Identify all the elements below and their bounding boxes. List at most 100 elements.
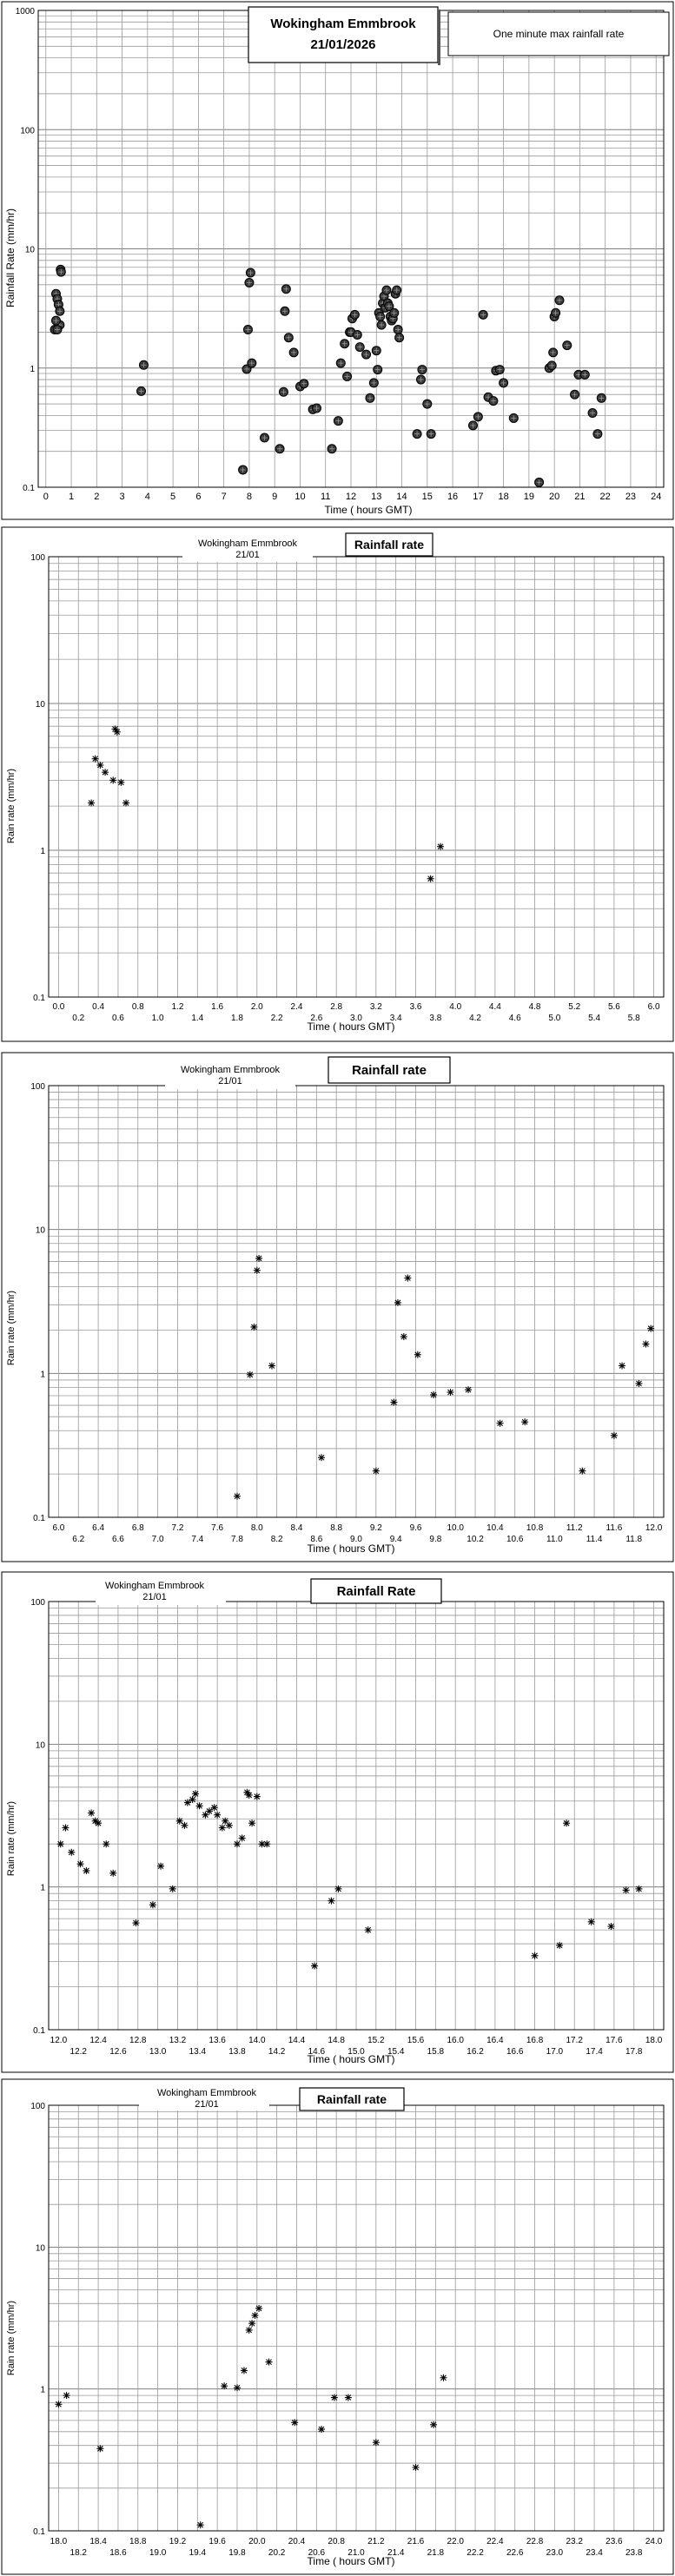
tick-labels: 0.111010012.012.212.412.612.813.013.213.…	[30, 1598, 662, 2057]
x-tick-label: 23.2	[566, 2537, 583, 2546]
x-tick-label: 10.2	[467, 1535, 484, 1544]
x-tick-label: 20	[549, 492, 559, 502]
x-tick-label: 12.8	[129, 2036, 147, 2045]
date-title: 21/01	[235, 550, 260, 560]
data-point	[96, 762, 104, 769]
data-point	[371, 346, 381, 356]
x-tick-label: 19.8	[228, 2548, 246, 2558]
x-axis-label: Time ( hours GMT)	[308, 1542, 395, 1555]
x-tick-label: 20.6	[308, 2548, 326, 2558]
x-tick-label: 14.8	[328, 2036, 345, 2045]
data-point	[91, 755, 99, 763]
data-point	[534, 477, 545, 487]
x-tick-label: 8.0	[251, 1523, 263, 1533]
chart-frame	[1, 1052, 674, 1562]
x-tick-label: 6	[195, 492, 201, 502]
x-tick-label: 21	[574, 492, 585, 502]
x-tick-label: 8.2	[271, 1535, 283, 1544]
data-point	[447, 1388, 454, 1396]
rainfall-chart-00-06: 0.1 1 10 100 0.0 0.2 0.4 0.6 0.8 1.0 1.2 1.4 1.6 1.8 2…	[1, 526, 674, 1042]
data-point	[214, 1811, 222, 1819]
x-tick-label: 12	[346, 492, 356, 502]
data-point	[242, 325, 253, 335]
badge-box	[299, 2087, 405, 2111]
x-tick-label: 22.6	[506, 2548, 524, 2558]
data-point	[149, 1901, 156, 1909]
y-tick-label: 100	[30, 1598, 45, 1608]
station-title: Wokingham Emmbrook	[198, 538, 298, 549]
x-tick-label: 21.8	[427, 2548, 445, 2558]
data-point	[88, 799, 96, 807]
data-point	[372, 1467, 380, 1475]
x-tick-label: 21.4	[387, 2548, 405, 2558]
y-tick-label: 1	[40, 1884, 45, 1893]
data-point	[340, 339, 350, 349]
data-point	[587, 1918, 595, 1925]
data-point	[311, 403, 321, 413]
x-tick-label: 1.8	[231, 1014, 243, 1023]
data-points	[56, 1788, 643, 1970]
data-point	[242, 364, 252, 374]
data-point	[238, 465, 248, 475]
data-point	[245, 1791, 253, 1799]
data-point	[96, 2445, 104, 2453]
data-point	[288, 347, 299, 358]
station-title: Wokingham Emmbrook	[157, 2088, 257, 2098]
data-point	[109, 776, 117, 784]
data-point	[318, 1454, 326, 1462]
x-tick-label: 3.8	[429, 1014, 441, 1023]
data-point	[88, 1809, 96, 1817]
data-point	[473, 412, 483, 422]
x-tick-label: 8	[247, 492, 252, 502]
x-tick-label: 0.4	[92, 1002, 104, 1012]
x-tick-label: 18.8	[129, 2537, 147, 2546]
x-tick-label: 7	[222, 492, 227, 502]
x-tick-label: 1	[69, 492, 74, 502]
data-point	[244, 277, 255, 287]
badge-title: Rainfall rate	[317, 2092, 387, 2106]
header-label-bg	[182, 536, 313, 562]
x-tick-label: 2	[94, 492, 99, 502]
data-point	[508, 413, 519, 423]
x-tick-label: 14.4	[288, 2036, 306, 2045]
data-point	[255, 1254, 263, 1262]
x-tick-label: 10.4	[486, 1523, 504, 1533]
x-tick-label: 6.0	[648, 1002, 660, 1012]
data-point	[311, 1962, 319, 1970]
data-point	[619, 1362, 626, 1370]
x-tick-label: 19.2	[169, 2537, 187, 2546]
data-point	[554, 295, 565, 306]
y-tick-label: 10	[36, 1226, 46, 1236]
data-point	[354, 342, 365, 353]
x-tick-label: 22	[600, 492, 611, 502]
data-point	[233, 1840, 241, 1848]
data-point	[253, 1266, 261, 1274]
data-point	[245, 268, 255, 278]
y-tick-label: 0.1	[33, 1514, 45, 1523]
data-point	[52, 325, 63, 335]
x-tick-label: 17.2	[566, 2036, 583, 2045]
data-point	[62, 1824, 69, 1832]
badge-title: Rainfall rate	[354, 538, 424, 552]
header-box	[248, 6, 439, 63]
tick-labels: 0.111010018.018.218.418.618.819.019.219.…	[30, 2102, 662, 2558]
chart-grid	[38, 10, 664, 488]
x-tick-label: 2.0	[251, 1002, 263, 1012]
x-tick-label: 11.2	[566, 1523, 583, 1533]
x-tick-label: 14.6	[308, 2047, 326, 2057]
x-tick-label: 7.4	[191, 1535, 203, 1544]
data-point	[318, 2426, 326, 2434]
x-tick-label: 23.8	[625, 2548, 643, 2558]
x-tick-label: 14.0	[248, 2036, 266, 2045]
x-tick-label: 17.4	[586, 2047, 603, 2057]
x-tick-label: 3.6	[410, 1002, 422, 1012]
y-tick-label: 0.1	[33, 2026, 45, 2036]
x-tick-label: 0.0	[52, 1002, 64, 1012]
y-tick-label: 1	[30, 365, 35, 374]
data-point	[281, 284, 291, 294]
x-tick-label: 0.8	[132, 1002, 144, 1012]
data-point	[365, 393, 375, 403]
data-point	[394, 333, 405, 343]
x-tick-label: 9.4	[390, 1535, 402, 1544]
data-point	[259, 433, 269, 443]
